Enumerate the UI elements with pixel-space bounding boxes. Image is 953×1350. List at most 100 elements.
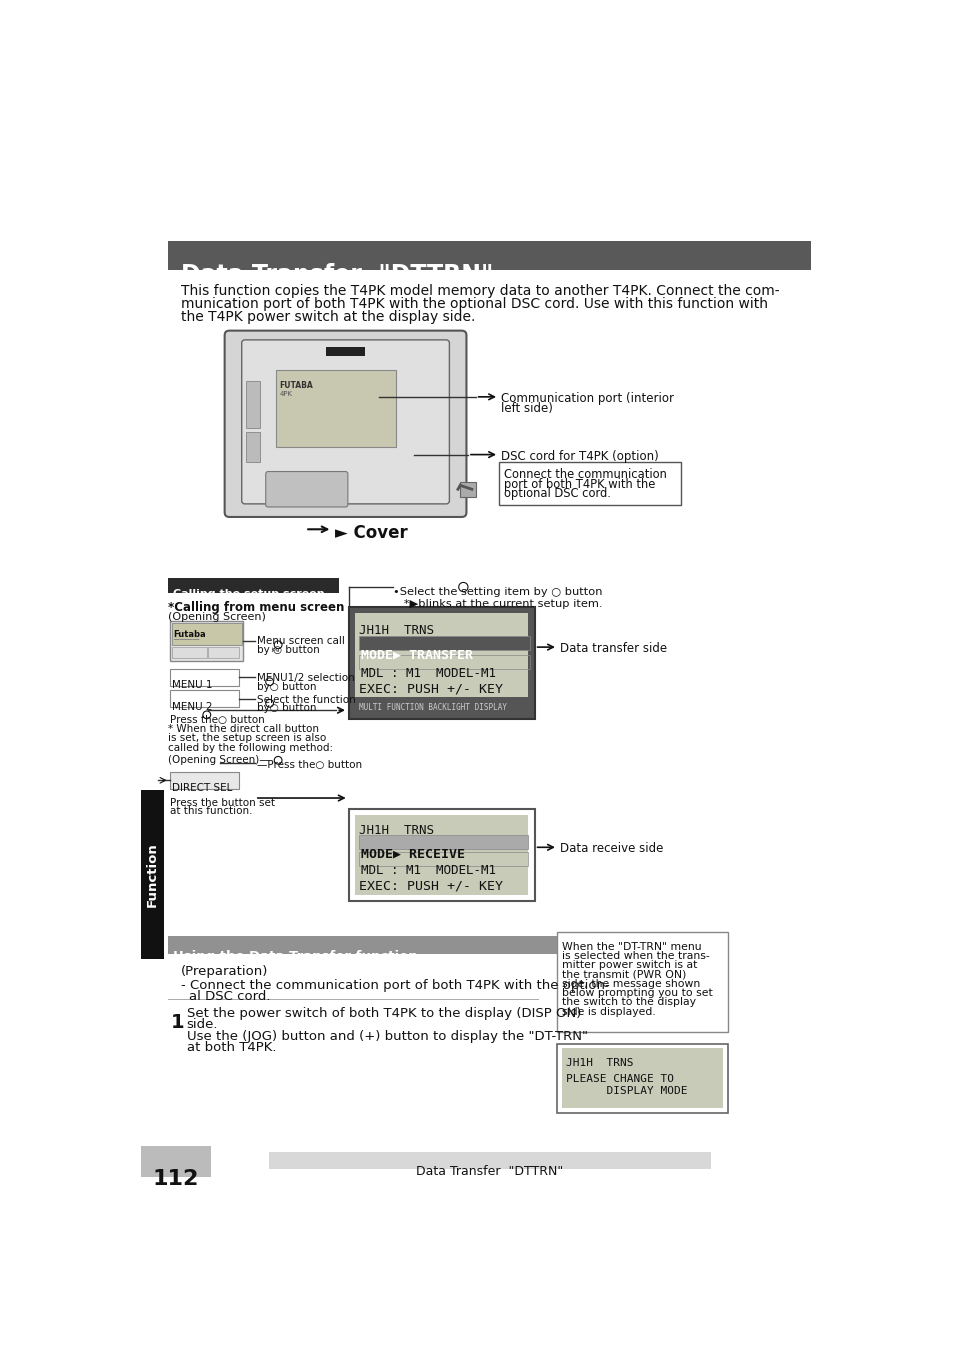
Text: (Opening Screen)—: (Opening Screen)— <box>168 755 270 765</box>
Text: 1: 1 <box>171 1012 185 1031</box>
Text: PLEASE CHANGE TO: PLEASE CHANGE TO <box>566 1075 674 1084</box>
Text: below prompting you to set: below prompting you to set <box>561 988 712 998</box>
Bar <box>172 647 207 657</box>
Bar <box>170 772 239 788</box>
Bar <box>359 636 530 651</box>
Bar <box>246 432 260 462</box>
Text: 112: 112 <box>152 1169 199 1189</box>
Text: DISPLAY MODE: DISPLAY MODE <box>566 1085 687 1096</box>
Text: EXEC: PUSH +/- KEY: EXEC: PUSH +/- KEY <box>359 683 503 695</box>
Text: Using the Data Transfer function: Using the Data Transfer function <box>173 949 417 963</box>
Text: by ○ button: by ○ button <box>257 645 319 655</box>
Text: Data Transfer  "DTTRN": Data Transfer "DTTRN" <box>416 1165 562 1177</box>
Bar <box>557 1044 727 1112</box>
Text: ━━━━━━━━: ━━━━━━━━ <box>173 637 199 643</box>
Text: jog: jog <box>272 647 279 652</box>
Text: MENU1/2 selection: MENU1/2 selection <box>257 674 355 683</box>
Text: 4PK: 4PK <box>279 390 293 397</box>
Text: JH1H  TRNS: JH1H TRNS <box>359 624 434 637</box>
Text: This function copies the T4PK model memory data to another T4PK. Connect the com: This function copies the T4PK model memo… <box>181 284 779 297</box>
Bar <box>170 668 239 686</box>
Text: the T4PK power switch at the display side.: the T4PK power switch at the display sid… <box>181 310 476 324</box>
Bar <box>208 647 239 657</box>
Bar <box>557 931 727 1033</box>
Text: Set the power switch of both T4PK to the display (DISP ON): Set the power switch of both T4PK to the… <box>187 1007 580 1019</box>
Text: MODE▶ RECEIVE: MODE▶ RECEIVE <box>360 848 464 860</box>
Text: ► Cover: ► Cover <box>335 524 407 541</box>
Text: the transmit (PWR ON): the transmit (PWR ON) <box>561 969 685 980</box>
Bar <box>498 462 680 505</box>
Text: Futaba: Futaba <box>173 630 206 639</box>
Bar <box>168 240 810 270</box>
Text: MULTI FUNCTION BACKLIGHT DISPLAY: MULTI FUNCTION BACKLIGHT DISPLAY <box>359 703 507 713</box>
Text: DIRECT SEL: DIRECT SEL <box>172 783 233 794</box>
Text: munication port of both T4PK with the optional DSC cord. Use with this function : munication port of both T4PK with the op… <box>181 297 767 310</box>
Text: FUTABA: FUTABA <box>279 382 314 390</box>
Text: *▶blinks at the current setup item.: *▶blinks at the current setup item. <box>393 598 601 609</box>
Text: * When the direct call button: * When the direct call button <box>168 724 318 734</box>
Text: JH1H  TRNS: JH1H TRNS <box>359 825 434 837</box>
FancyBboxPatch shape <box>241 340 449 504</box>
Bar <box>459 482 476 497</box>
Text: MENU 2: MENU 2 <box>172 702 213 711</box>
Bar <box>359 836 528 849</box>
Bar <box>359 655 530 668</box>
Text: - Connect the communication port of both T4PK with the option-: - Connect the communication port of both… <box>181 979 609 992</box>
Bar <box>275 370 395 447</box>
Text: side, the message shown: side, the message shown <box>561 979 700 990</box>
Bar <box>348 608 534 718</box>
Text: Data transfer side: Data transfer side <box>559 641 667 655</box>
Text: the switch to the display: the switch to the display <box>561 998 695 1007</box>
Text: Use the (JOG) button and (+) button to display the "DT-TRN": Use the (JOG) button and (+) button to d… <box>187 1030 587 1042</box>
Bar <box>359 852 528 865</box>
Text: Communication port (interior: Communication port (interior <box>500 393 674 405</box>
Text: side is displayed.: side is displayed. <box>561 1007 655 1017</box>
Bar <box>246 382 260 428</box>
Text: by○ button: by○ button <box>257 682 316 691</box>
Text: is selected when the trans-: is selected when the trans- <box>561 952 709 961</box>
Text: Data Transfer  "DTTRN": Data Transfer "DTTRN" <box>181 263 493 286</box>
Text: •Select the setting item by ○ button: •Select the setting item by ○ button <box>393 587 601 597</box>
Text: EXEC: PUSH +/- KEY: EXEC: PUSH +/- KEY <box>359 880 503 892</box>
Bar <box>141 1146 211 1177</box>
Text: JH1H  TRNS: JH1H TRNS <box>566 1057 633 1068</box>
FancyBboxPatch shape <box>266 471 348 508</box>
Text: Press the button set: Press the button set <box>170 798 274 809</box>
Text: mitter power switch is at: mitter power switch is at <box>561 960 697 971</box>
Bar <box>170 621 243 662</box>
Text: MDL : M1  MODEL-M1: MDL : M1 MODEL-M1 <box>360 667 496 680</box>
Text: left side): left side) <box>500 402 553 416</box>
Bar <box>170 690 239 707</box>
Bar <box>355 613 528 697</box>
Bar <box>168 578 338 593</box>
Text: optional DSC cord.: optional DSC cord. <box>503 487 610 500</box>
Text: by○ button: by○ button <box>257 703 316 713</box>
Text: Select the function: Select the function <box>257 695 355 705</box>
Text: is set, the setup screen is also: is set, the setup screen is also <box>168 733 326 744</box>
Text: Press the○ button: Press the○ button <box>170 716 264 725</box>
Bar <box>561 1048 722 1108</box>
Bar <box>269 1152 710 1169</box>
Bar <box>348 809 534 902</box>
Text: al DSC cord.: al DSC cord. <box>189 990 271 1003</box>
FancyBboxPatch shape <box>224 331 466 517</box>
Text: port of both T4PK with the: port of both T4PK with the <box>503 478 655 490</box>
Text: MODE▶ TRANSFER: MODE▶ TRANSFER <box>360 648 473 662</box>
Bar <box>172 624 241 645</box>
Text: Connect the communication: Connect the communication <box>503 468 666 482</box>
Bar <box>168 936 586 954</box>
Bar <box>141 790 164 958</box>
Bar <box>355 815 528 895</box>
Text: MENU 1: MENU 1 <box>172 680 213 690</box>
Text: Data receive side: Data receive side <box>559 842 663 855</box>
Text: called by the following method:: called by the following method: <box>168 743 333 752</box>
Text: (Preparation): (Preparation) <box>181 965 269 979</box>
Text: Calling the setup screen: Calling the setup screen <box>173 590 325 599</box>
Text: MDL : M1  MODEL-M1: MDL : M1 MODEL-M1 <box>360 864 496 878</box>
Text: side.: side. <box>187 1018 218 1031</box>
Text: *Calling from menu screen: *Calling from menu screen <box>168 601 344 614</box>
Text: —Press the○ button: —Press the○ button <box>257 760 362 771</box>
Text: DSC cord for T4PK (option): DSC cord for T4PK (option) <box>500 450 659 463</box>
Text: Function: Function <box>146 842 159 907</box>
Text: (Opening Screen): (Opening Screen) <box>168 612 266 622</box>
